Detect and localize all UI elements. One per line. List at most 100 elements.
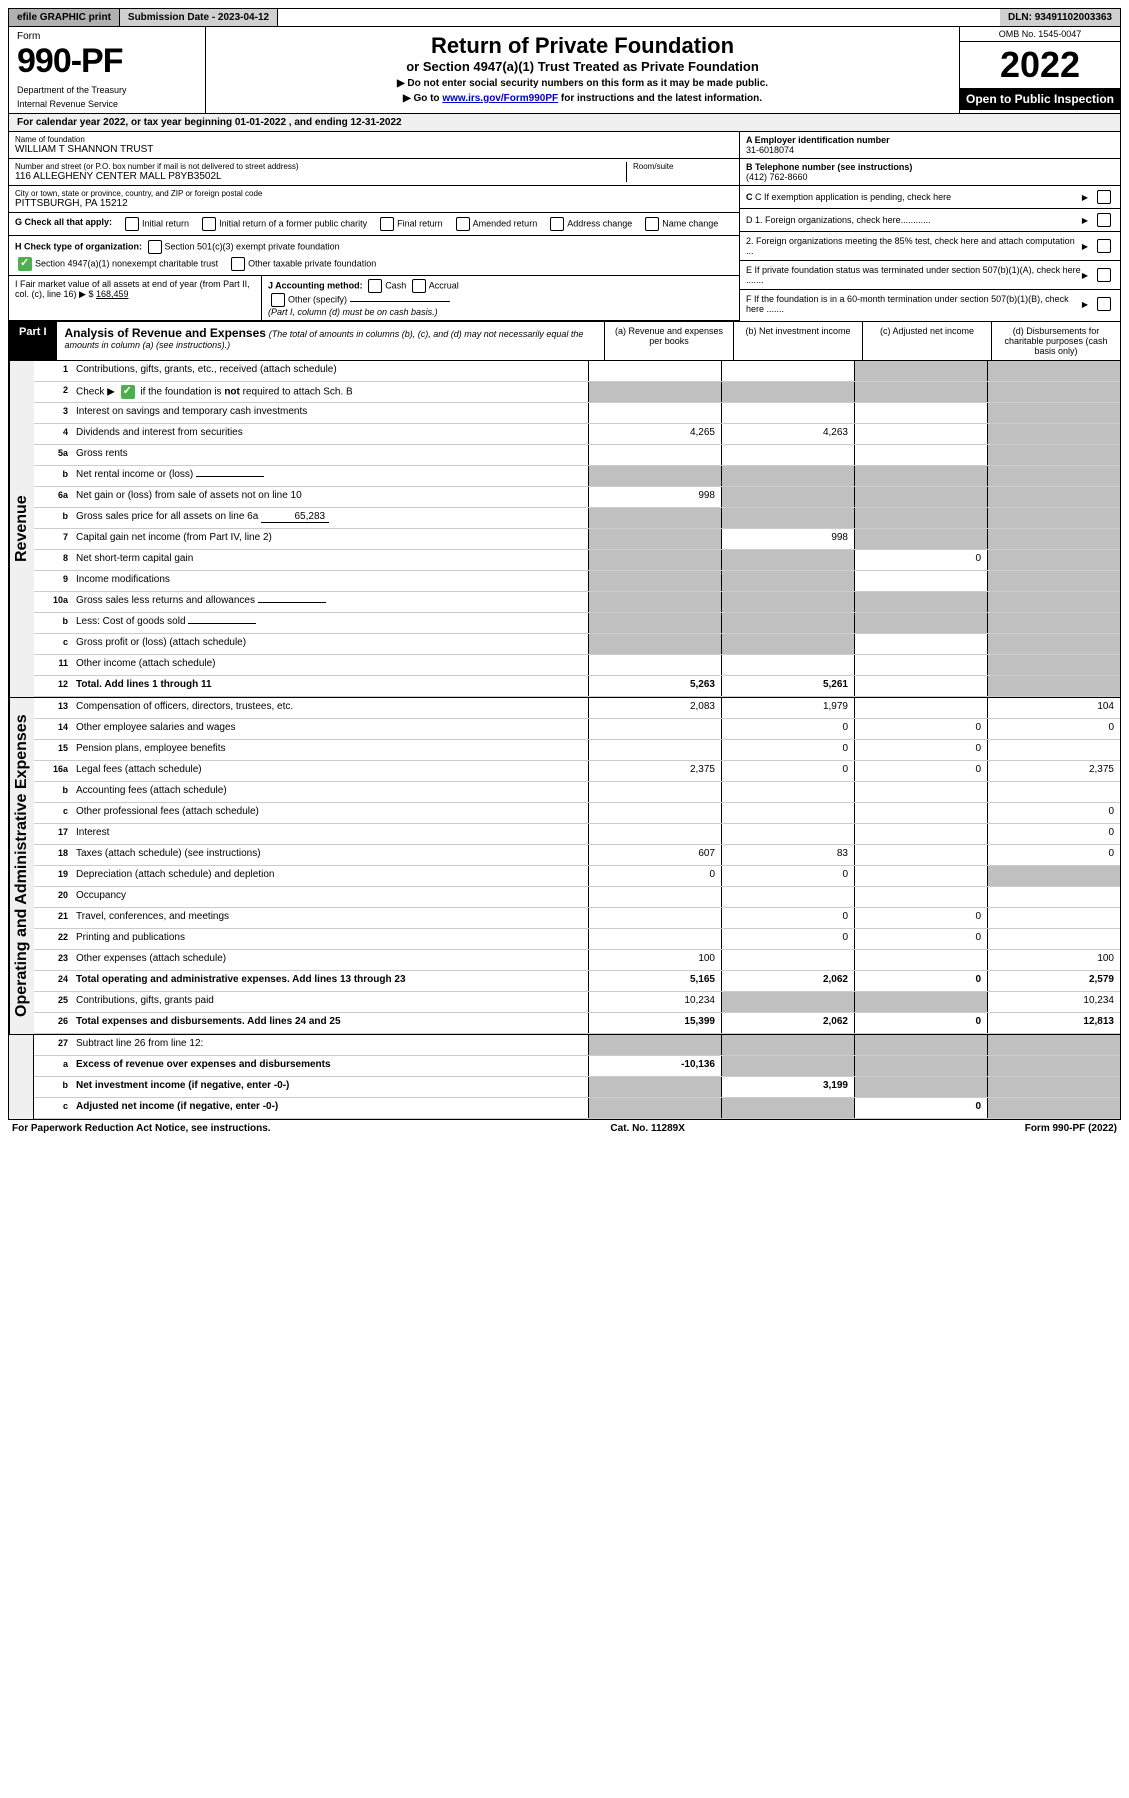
col-d-head: (d) Disbursements for charitable purpose… xyxy=(991,322,1120,360)
table-row: 27Subtract line 26 from line 12: xyxy=(34,1035,1120,1056)
table-row: 20Occupancy xyxy=(34,887,1120,908)
checkbox-other-taxable[interactable] xyxy=(231,257,245,271)
dept-treasury: Department of the Treasury xyxy=(17,85,197,95)
expense-rows: 13Compensation of officers, directors, t… xyxy=(34,698,1120,1034)
form-title: Return of Private Foundation xyxy=(216,33,949,59)
instructions-link[interactable]: www.irs.gov/Form990PF xyxy=(442,93,558,104)
amount-cell xyxy=(854,950,987,970)
row-number: 27 xyxy=(34,1035,72,1055)
amount-cell: 5,261 xyxy=(721,676,854,696)
row-desc: Total. Add lines 1 through 11 xyxy=(72,676,588,696)
header-left: Form 990-PF Department of the Treasury I… xyxy=(9,27,206,113)
amount-cell xyxy=(721,466,854,486)
checkbox-4947a1[interactable] xyxy=(18,257,32,271)
checkbox-initial-return[interactable] xyxy=(125,217,139,231)
amount-cell xyxy=(588,592,721,612)
row-desc: Net gain or (loss) from sale of assets n… xyxy=(72,487,588,507)
amount-cell xyxy=(721,992,854,1012)
header-right: OMB No. 1545-0047 2022 Open to Public In… xyxy=(959,27,1120,113)
amount-cell xyxy=(987,1035,1120,1055)
checkbox-e[interactable] xyxy=(1097,268,1111,282)
table-row: 12Total. Add lines 1 through 115,2635,26… xyxy=(34,676,1120,697)
bottom-table: 27Subtract line 26 from line 12:aExcess … xyxy=(8,1035,1121,1120)
form-label: Form xyxy=(17,31,197,42)
row-number: 11 xyxy=(34,655,72,675)
checkbox-accrual[interactable] xyxy=(412,279,426,293)
amount-cell: 2,062 xyxy=(721,1013,854,1033)
info-block: Name of foundation WILLIAM T SHANNON TRU… xyxy=(8,132,1121,322)
checkbox-name-change[interactable] xyxy=(645,217,659,231)
amount-cell xyxy=(987,782,1120,802)
instr-2: ▶ Go to www.irs.gov/Form990PF for instru… xyxy=(216,93,949,104)
open-inspection: Open to Public Inspection xyxy=(960,88,1120,110)
amount-cell xyxy=(987,655,1120,675)
amount-cell: 5,165 xyxy=(588,971,721,991)
amount-cell xyxy=(721,571,854,591)
amount-cell xyxy=(854,382,987,402)
amount-cell: 3,199 xyxy=(721,1077,854,1097)
table-row: 3Interest on savings and temporary cash … xyxy=(34,403,1120,424)
c-item: C C If exemption application is pending,… xyxy=(740,186,1120,209)
amount-cell xyxy=(854,424,987,444)
checkbox-other-method[interactable] xyxy=(271,293,285,307)
amount-cell: 0 xyxy=(854,719,987,739)
amount-cell xyxy=(987,403,1120,423)
amount-cell xyxy=(854,782,987,802)
amount-cell: 607 xyxy=(588,845,721,865)
checkbox-schb[interactable] xyxy=(121,385,135,399)
checkbox-d1[interactable] xyxy=(1097,213,1111,227)
checkbox-address-change[interactable] xyxy=(550,217,564,231)
efile-label[interactable]: efile GRAPHIC print xyxy=(9,9,120,26)
amount-cell xyxy=(854,634,987,654)
row-number: 9 xyxy=(34,571,72,591)
checkbox-initial-former[interactable] xyxy=(202,217,216,231)
amount-cell: 1,979 xyxy=(721,698,854,718)
row-desc: Excess of revenue over expenses and disb… xyxy=(72,1056,588,1076)
checkbox-cash[interactable] xyxy=(368,279,382,293)
d2-item: 2. Foreign organizations meeting the 85%… xyxy=(740,232,1120,261)
row-number: 3 xyxy=(34,403,72,423)
row-number: 10a xyxy=(34,592,72,612)
row-number: 4 xyxy=(34,424,72,444)
amount-cell: 0 xyxy=(721,740,854,760)
checkbox-f[interactable] xyxy=(1097,297,1111,311)
amount-cell: 0 xyxy=(987,824,1120,844)
form-header: Form 990-PF Department of the Treasury I… xyxy=(8,27,1121,114)
checkbox-d2[interactable] xyxy=(1097,239,1111,253)
d1-item: D 1. Foreign organizations, check here..… xyxy=(740,209,1120,232)
form-subtitle: or Section 4947(a)(1) Trust Treated as P… xyxy=(216,59,949,74)
checkbox-final-return[interactable] xyxy=(380,217,394,231)
amount-cell xyxy=(588,466,721,486)
amount-cell: 100 xyxy=(588,950,721,970)
amount-cell xyxy=(588,361,721,381)
table-row: 16aLegal fees (attach schedule)2,375002,… xyxy=(34,761,1120,782)
amount-cell xyxy=(854,529,987,549)
col-a-head: (a) Revenue and expenses per books xyxy=(604,322,733,360)
row-desc: Depreciation (attach schedule) and deple… xyxy=(72,866,588,886)
checkbox-amended[interactable] xyxy=(456,217,470,231)
amount-cell xyxy=(721,550,854,570)
checkbox-c[interactable] xyxy=(1097,190,1111,204)
amount-cell xyxy=(987,487,1120,507)
footer: For Paperwork Reduction Act Notice, see … xyxy=(8,1120,1121,1137)
amount-cell xyxy=(721,887,854,907)
amount-cell xyxy=(987,676,1120,696)
checkbox-501c3[interactable] xyxy=(148,240,162,254)
row-desc: Total expenses and disbursements. Add li… xyxy=(72,1013,588,1033)
table-row: cAdjusted net income (if negative, enter… xyxy=(34,1098,1120,1119)
amount-cell: 0 xyxy=(721,719,854,739)
amount-cell: 0 xyxy=(854,908,987,928)
row-number: b xyxy=(34,1077,72,1097)
part1-label: Part I xyxy=(9,322,57,360)
part1-header: Part I Analysis of Revenue and Expenses … xyxy=(8,322,1121,361)
f-item: F If the foundation is in a 60-month ter… xyxy=(740,290,1120,318)
submission-date: Submission Date - 2023-04-12 xyxy=(120,9,278,26)
table-row: 8Net short-term capital gain0 xyxy=(34,550,1120,571)
row-desc: Gross rents xyxy=(72,445,588,465)
table-row: 25Contributions, gifts, grants paid10,23… xyxy=(34,992,1120,1013)
row-number: 24 xyxy=(34,971,72,991)
row-number: 17 xyxy=(34,824,72,844)
footer-mid: Cat. No. 11289X xyxy=(610,1123,684,1134)
table-row: 24Total operating and administrative exp… xyxy=(34,971,1120,992)
row-number: b xyxy=(34,613,72,633)
